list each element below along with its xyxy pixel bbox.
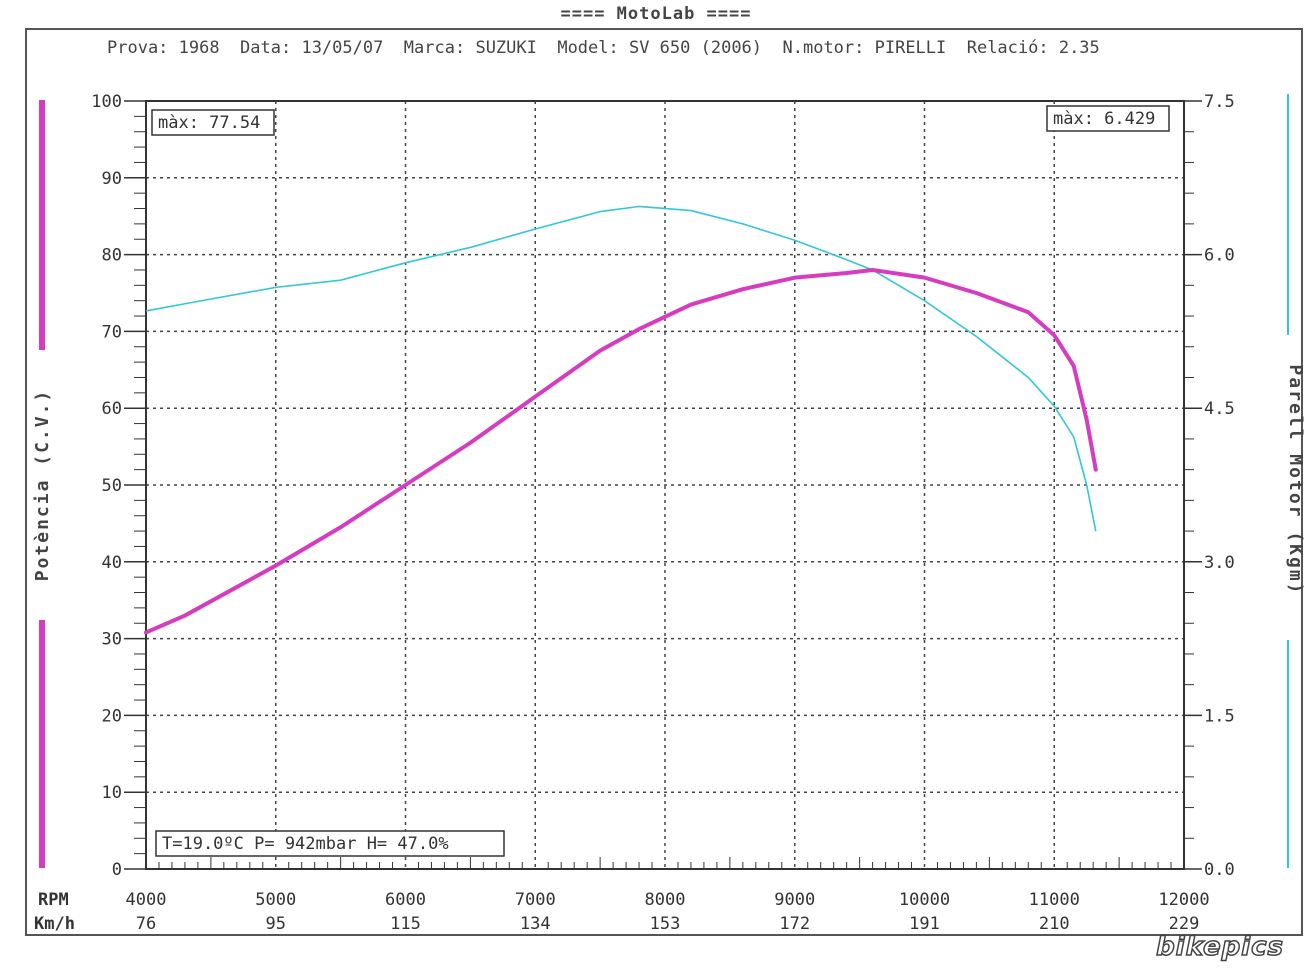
x-axis-label: RPM <box>38 890 69 910</box>
x-tick-label: 11000 <box>1029 890 1080 910</box>
speed-tick-label: 210 <box>1039 914 1070 934</box>
y-left-tick-label: 10 <box>102 783 122 803</box>
y-right-tick-label: 0.0 <box>1204 860 1235 880</box>
speed-tick-label: 153 <box>650 914 681 934</box>
watermark-logo: bikepics <box>1155 931 1284 963</box>
grid <box>146 101 1184 869</box>
torque-max-label: màx: 6.429 <box>1053 109 1155 129</box>
labels: 4000 76 5000 95 6000 115 7000 134 8000 153 9000 172… <box>32 92 1306 934</box>
speed-tick-label: 191 <box>909 914 940 934</box>
power-curve <box>144 267 1098 635</box>
y-left-tick-label: 100 <box>91 92 122 112</box>
y-left-tick-label: 90 <box>102 169 122 189</box>
y-left-tick-label: 80 <box>102 246 122 266</box>
speed-tick-label: 76 <box>136 914 156 934</box>
x-tick-label: 9000 <box>774 890 815 910</box>
power-max-label: màx: 77.54 <box>158 113 260 133</box>
conditions-box <box>155 830 505 857</box>
x-tick-label: 4000 <box>126 890 167 910</box>
x-tick-label: 6000 <box>385 890 426 910</box>
x-tick-label: 10000 <box>899 890 950 910</box>
y-left-tick-label: 60 <box>102 399 122 419</box>
speed-tick-label: 172 <box>779 914 810 934</box>
torque-curve <box>145 205 1097 532</box>
speed-tick-label: 115 <box>390 914 421 934</box>
y-left-tick-label: 50 <box>102 476 122 496</box>
brand-title: ==== MotoLab ==== <box>560 4 752 24</box>
speed-axis-label: Km/h <box>34 914 75 934</box>
y-left-tick-label: 20 <box>102 706 122 726</box>
speed-tick-label: 134 <box>520 914 551 934</box>
y-left-tick-label: 40 <box>102 553 122 573</box>
y-right-tick-label: 6.0 <box>1204 246 1235 266</box>
y-right-axis-title: Parell Motor (Kgm) <box>1285 364 1306 595</box>
torque-max-box <box>1046 105 1170 132</box>
y-left-axis-title: Potència (C.V.) <box>32 389 53 582</box>
axes <box>39 94 1289 870</box>
power-max-box <box>151 109 275 136</box>
y-right-tick-label: 7.5 <box>1204 92 1235 112</box>
x-tick-label: 8000 <box>645 890 686 910</box>
speed-tick-label: 95 <box>266 914 286 934</box>
y-right-tick-label: 4.5 <box>1204 399 1235 419</box>
chart-frame <box>25 28 1303 936</box>
speed-tick-label: 229 <box>1169 914 1200 934</box>
y-right-tick-label: 3.0 <box>1204 553 1235 573</box>
test-info: Prova: 1968 Data: 13/05/07 Marca: SUZUKI… <box>107 38 1100 58</box>
x-tick-label: 7000 <box>515 890 556 910</box>
series <box>144 205 1098 635</box>
conditions-label: T=19.0ºC P= 942mbar H= 47.0% <box>162 834 449 854</box>
y-left-tick-label: 30 <box>102 630 122 650</box>
y-right-tick-label: 1.5 <box>1204 706 1235 726</box>
x-tick-label: 12000 <box>1158 890 1209 910</box>
y-left-tick-label: 70 <box>102 322 122 342</box>
x-tick-label: 5000 <box>255 890 296 910</box>
y-left-tick-label: 0 <box>112 860 122 880</box>
